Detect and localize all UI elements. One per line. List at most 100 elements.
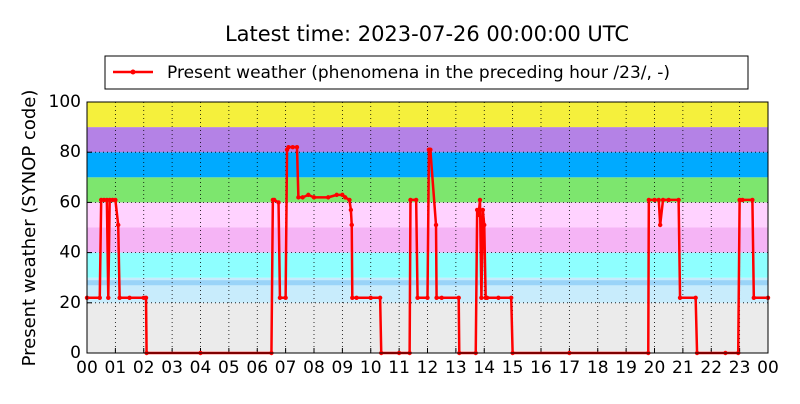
- y-tick-label: 20: [59, 293, 81, 313]
- legend-label: Present weather (phenomena in the preced…: [167, 63, 670, 83]
- legend-marker: [130, 69, 136, 75]
- x-tick-label: 09: [332, 358, 354, 378]
- x-tick-label: 23: [729, 358, 751, 378]
- point: [349, 222, 354, 228]
- x-tick-label: 19: [615, 358, 637, 378]
- y-axis-label: Present weather (SYNOP code): [19, 90, 40, 367]
- point: [413, 197, 419, 203]
- point: [97, 295, 102, 300]
- background-band: [87, 302, 768, 353]
- point: [272, 197, 277, 203]
- y-tick-label: 80: [59, 142, 81, 162]
- point: [666, 197, 671, 203]
- x-tick-label: 20: [644, 358, 666, 378]
- x-tick-label: 13: [445, 358, 467, 378]
- point: [433, 222, 439, 228]
- point: [480, 207, 486, 213]
- point: [283, 295, 288, 300]
- point: [750, 197, 755, 203]
- point: [347, 197, 352, 203]
- x-tick-label: 11: [388, 358, 410, 378]
- x-tick-label: 18: [587, 358, 609, 378]
- x-tick-label: 15: [502, 358, 524, 378]
- point: [368, 295, 373, 300]
- point: [496, 295, 501, 300]
- plot-frame: [86, 101, 769, 354]
- x-tick-label: 16: [530, 358, 552, 378]
- point: [296, 195, 301, 200]
- point: [456, 295, 461, 300]
- point: [377, 295, 383, 300]
- point: [656, 197, 661, 203]
- x-tick-label: 08: [303, 358, 325, 378]
- point: [276, 200, 281, 205]
- point: [740, 197, 745, 203]
- point: [484, 295, 490, 300]
- legend-box: [104, 55, 749, 90]
- point: [751, 295, 757, 300]
- point: [646, 197, 652, 203]
- x-tick-label: 03: [161, 358, 183, 378]
- point: [325, 195, 331, 200]
- x-tick-label: 00: [757, 358, 779, 378]
- point: [428, 147, 433, 152]
- point: [652, 197, 657, 203]
- point: [334, 192, 339, 198]
- x-tick-label: 10: [360, 358, 382, 378]
- point: [354, 295, 359, 300]
- x-tick-label: 21: [672, 358, 694, 378]
- x-tick-label: 22: [700, 358, 722, 378]
- point: [439, 295, 444, 300]
- point: [509, 295, 514, 300]
- x-tick-label: 01: [105, 358, 127, 378]
- point: [106, 295, 111, 300]
- point: [482, 222, 487, 228]
- x-tick-label: 05: [218, 358, 240, 378]
- y-tick-label: 60: [59, 192, 81, 212]
- point: [479, 295, 484, 300]
- point: [113, 197, 118, 203]
- x-tick-label: 06: [246, 358, 268, 378]
- plot-area: [84, 101, 771, 356]
- point: [693, 295, 698, 300]
- point: [474, 207, 480, 213]
- point: [306, 192, 311, 198]
- x-tick-label: 00: [76, 358, 98, 378]
- point: [660, 197, 666, 203]
- point: [116, 222, 121, 228]
- y-tick-label: 100: [49, 92, 81, 112]
- x-tick-label: 17: [559, 358, 581, 378]
- point: [277, 295, 283, 300]
- point: [425, 295, 430, 300]
- x-tick-label: 14: [473, 358, 495, 378]
- point: [127, 295, 132, 300]
- point: [143, 295, 149, 300]
- point: [311, 195, 317, 200]
- point: [348, 207, 354, 213]
- point: [657, 222, 663, 228]
- point: [290, 144, 295, 150]
- x-tick-label: 04: [190, 358, 212, 378]
- point: [677, 295, 683, 300]
- point: [343, 195, 348, 200]
- point: [415, 295, 420, 300]
- point: [286, 144, 291, 150]
- y-tick-label: 0: [70, 343, 81, 363]
- point: [117, 295, 122, 300]
- x-tick-label: 12: [417, 358, 439, 378]
- point: [408, 197, 413, 203]
- chart-title: Latest time: 2023-07-26 00:00:00 UTC: [225, 22, 629, 46]
- point: [434, 295, 439, 300]
- point: [294, 144, 300, 150]
- point: [676, 197, 681, 203]
- point: [350, 295, 355, 300]
- x-tick-label: 07: [275, 358, 297, 378]
- point: [340, 192, 345, 198]
- x-tick-label: 02: [133, 358, 155, 378]
- point: [477, 197, 483, 203]
- point: [476, 212, 481, 218]
- point: [300, 195, 305, 200]
- y-tick-label: 40: [59, 243, 81, 263]
